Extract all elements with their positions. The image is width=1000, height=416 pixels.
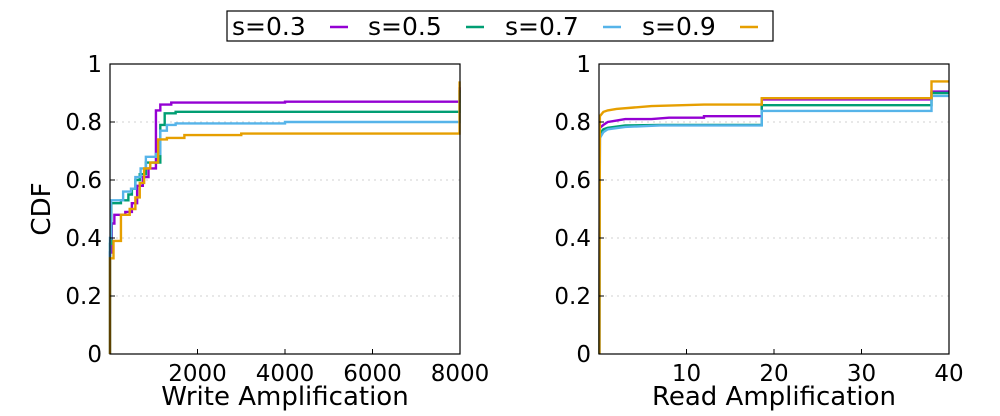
legend-box	[226, 10, 774, 42]
write-series-line-s09	[108, 81, 461, 354]
read-y-ticks: 0 0.2 0.4 0.6 0.8 1	[554, 52, 604, 368]
read-x-ticks: 10 20 30 40	[672, 349, 964, 387]
write-y-axis-label: CDF	[27, 182, 57, 235]
legend-label-s05: s=0.5	[368, 12, 442, 41]
write-series-line-s03	[108, 87, 461, 354]
read-y-tick-label: 0	[576, 342, 591, 368]
read-y-tick-label: 1	[576, 52, 591, 78]
read-x-axis-label: Read Amplification	[652, 382, 896, 412]
read-amplification-plot: 10 20 30 40 0 0.2 0.4 0.6 0.8 1 Read Amplificati…	[554, 52, 963, 412]
write-y-tick-label: 0.4	[65, 226, 102, 252]
read-series-lines	[598, 80, 949, 355]
write-plot-frame	[109, 63, 461, 355]
write-series-line-s05	[108, 90, 461, 354]
write-x-axis-label: Write Amplification	[161, 382, 408, 412]
write-x-tick-label: 8000	[431, 361, 490, 387]
write-x-tick-label: 6000	[343, 361, 402, 387]
write-y-ticks: 0 0.2 0.4 0.6 0.8 1	[65, 52, 115, 368]
read-x-tick-label: 20	[759, 361, 788, 387]
write-y-tick-label: 1	[87, 52, 102, 78]
write-x-tick-label: 2000	[168, 361, 227, 387]
legend-label-s07: s=0.7	[505, 12, 579, 41]
write-grid	[110, 121, 460, 297]
read-series-line-s09	[598, 80, 949, 355]
write-amplification-plot: 2000 4000 6000 8000 0 0.2 0.4 0.6 0.8 1 Write Am…	[27, 52, 489, 412]
write-series-lines	[108, 81, 461, 354]
legend-label-s09: s=0.9	[642, 12, 716, 41]
write-y-tick-label: 0	[87, 342, 102, 368]
read-x-tick-label: 10	[672, 361, 701, 387]
read-y-tick-label: 0.4	[554, 226, 591, 252]
legend-label-s03: s=0.3	[232, 12, 306, 41]
write-x-ticks: 2000 4000 6000 8000	[168, 349, 489, 387]
write-y-tick-label: 0.2	[65, 284, 102, 310]
write-y-tick-label: 0.6	[65, 168, 102, 194]
read-series-line-s07	[598, 94, 949, 355]
write-series-line-s07	[108, 93, 461, 354]
read-y-tick-label: 0.6	[554, 168, 591, 194]
write-x-tick-label: 4000	[256, 361, 315, 387]
write-y-tick-label: 0.8	[65, 110, 102, 136]
read-series-line-s03	[598, 90, 949, 355]
read-x-tick-label: 40	[934, 361, 963, 387]
read-y-tick-label: 0.2	[554, 284, 591, 310]
read-grid	[599, 121, 949, 297]
read-plot-frame	[598, 63, 950, 355]
legend: s=0.3 s=0.5 s=0.7 s=0.9	[226, 10, 774, 42]
read-series-line-s05	[598, 91, 949, 355]
read-y-tick-label: 0.8	[554, 110, 591, 136]
read-x-tick-label: 30	[847, 361, 876, 387]
